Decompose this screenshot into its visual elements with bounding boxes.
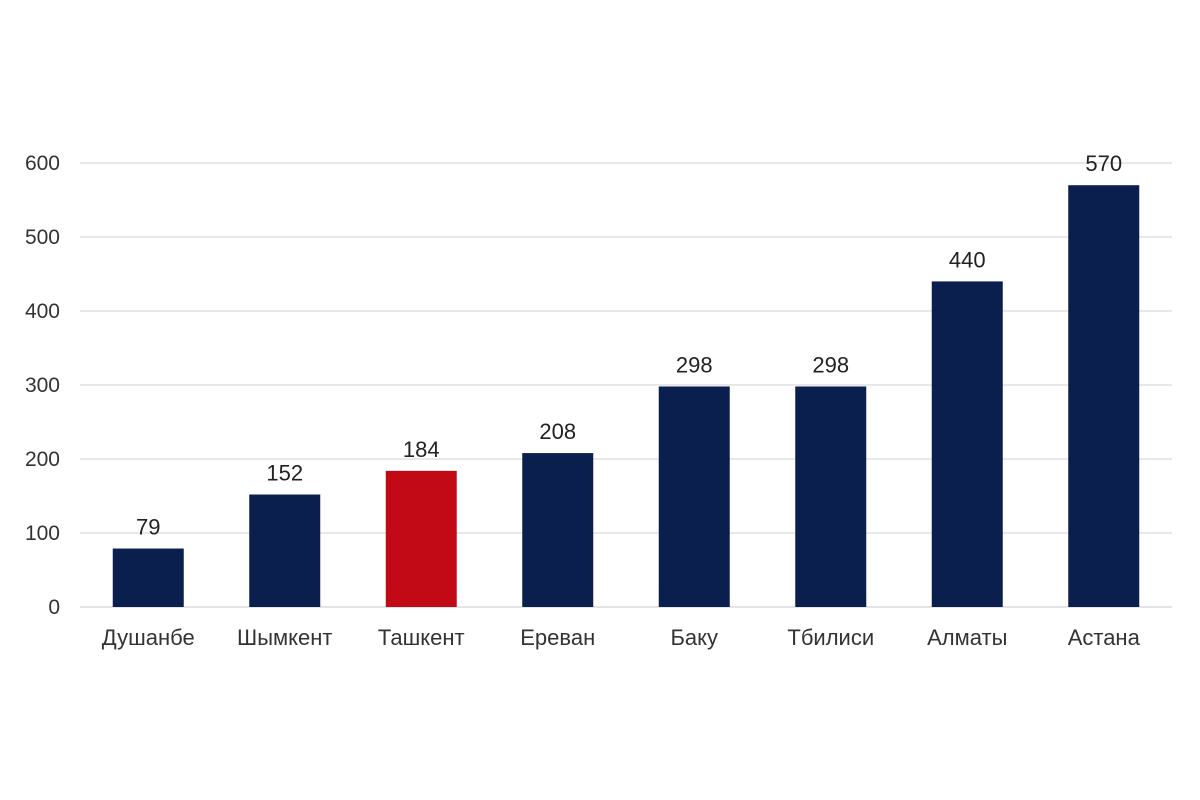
data-label: 298 xyxy=(676,352,713,377)
bars xyxy=(112,185,1140,607)
x-tick-label: Ташкент xyxy=(378,625,465,650)
data-label: 79 xyxy=(136,515,160,540)
x-tick-label: Тбилиси xyxy=(787,625,874,650)
x-tick-label: Астана xyxy=(1068,625,1141,650)
y-tick-label: 300 xyxy=(25,374,60,397)
y-axis-ticks: 0 100 200 300 400 500 600 xyxy=(25,152,60,619)
bar-7 xyxy=(1068,185,1140,607)
x-tick-label: Алматы xyxy=(927,625,1007,650)
y-tick-label: 200 xyxy=(25,448,60,471)
x-axis-ticks: Душанбе Шымкент Ташкент Ереван Баку Тбилиси Ал… xyxy=(102,625,1141,650)
bar-3 xyxy=(522,453,594,607)
bar-0 xyxy=(112,548,184,607)
bar-2 xyxy=(385,470,457,607)
data-label: 184 xyxy=(403,437,440,462)
y-tick-label: 400 xyxy=(25,300,60,323)
data-label: 208 xyxy=(539,419,576,444)
y-tick-label: 100 xyxy=(25,522,60,545)
x-tick-label: Шымкент xyxy=(237,625,332,650)
bar-6 xyxy=(931,281,1003,607)
data-labels: 79 152 184 208 298 298 440 570 xyxy=(136,151,1122,539)
data-label: 152 xyxy=(266,461,303,486)
x-tick-label: Баку xyxy=(670,625,718,650)
bar-1 xyxy=(249,494,321,607)
bar-5 xyxy=(795,386,867,607)
y-tick-label: 500 xyxy=(25,226,60,249)
data-label: 298 xyxy=(812,352,849,377)
gridlines xyxy=(80,162,1172,608)
y-tick-label: 600 xyxy=(25,152,60,175)
x-tick-label: Душанбе xyxy=(102,625,195,650)
data-label: 570 xyxy=(1085,151,1122,176)
data-label: 440 xyxy=(949,247,986,272)
bar-4 xyxy=(658,386,730,607)
x-tick-label: Ереван xyxy=(520,625,595,650)
y-tick-label: 0 xyxy=(48,596,60,619)
